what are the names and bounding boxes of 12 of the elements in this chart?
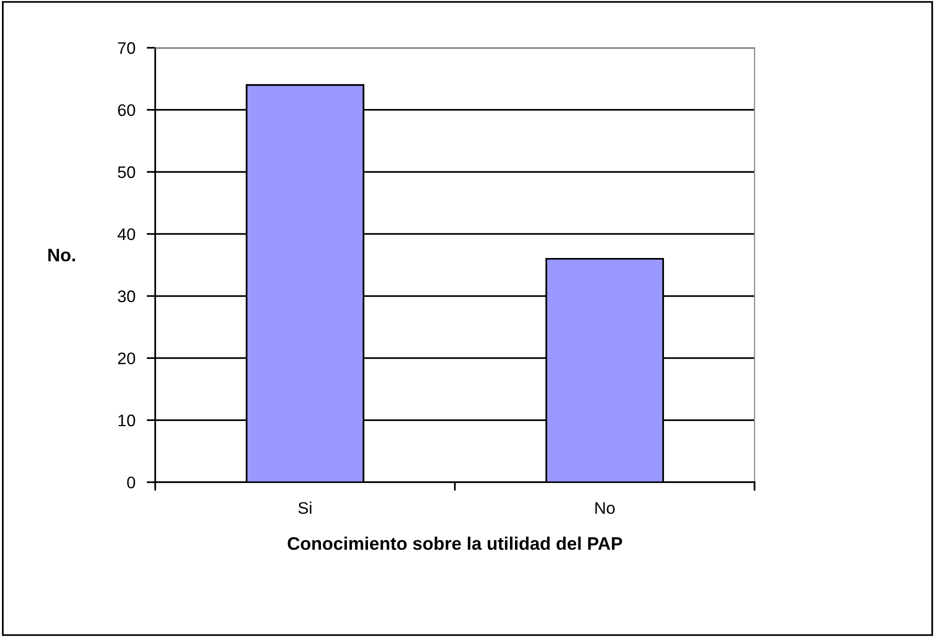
y-tick-label: 70 [118,42,136,54]
y-tick-label: 60 [118,104,136,116]
y-tick-label: 50 [118,166,136,178]
y-tick-label: 10 [118,414,136,426]
y-axis-title: No. [48,248,75,262]
y-tick-label: 20 [118,352,136,364]
y-tick-label: 30 [118,290,136,302]
y-tick-label: 0 [127,476,136,488]
x-tick-label: No [595,502,615,514]
y-tick-label: 40 [118,228,136,240]
x-axis-title: Conocimiento sobre la utilidad del PAP [288,536,622,550]
x-tick-label: Si [298,502,312,514]
